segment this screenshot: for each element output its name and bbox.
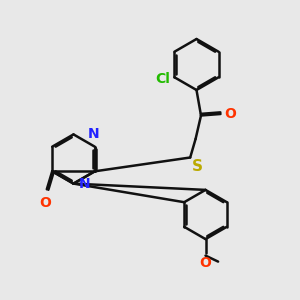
Text: N: N	[88, 127, 99, 141]
Text: O: O	[200, 256, 211, 270]
Text: O: O	[224, 107, 236, 121]
Text: S: S	[192, 159, 203, 174]
Text: O: O	[40, 196, 52, 210]
Text: N: N	[79, 177, 91, 190]
Text: Cl: Cl	[155, 72, 170, 86]
